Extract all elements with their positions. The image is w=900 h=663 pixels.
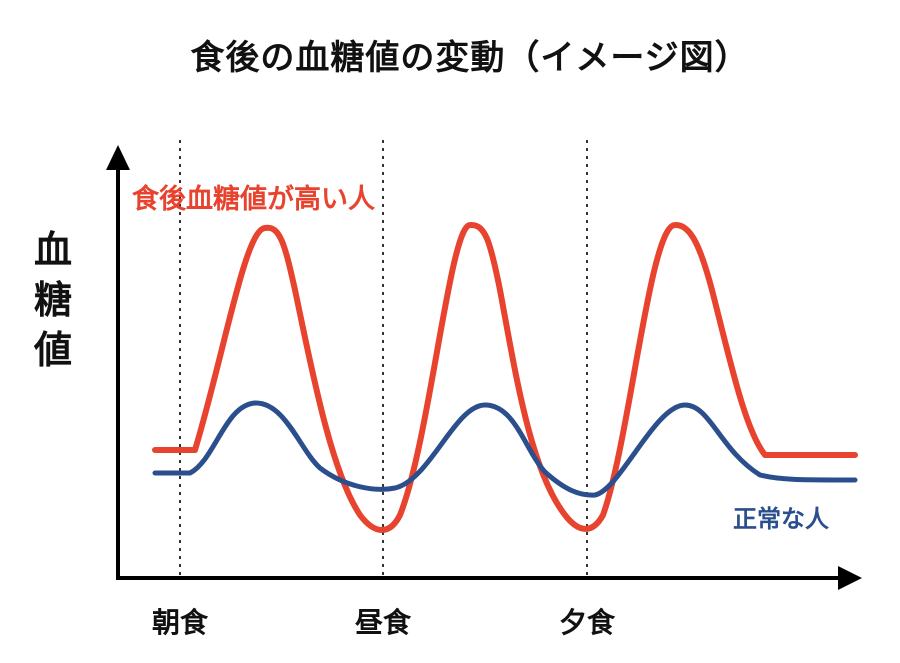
chart-title: 食後の血糖値の変動（イメージ図） (190, 38, 750, 78)
meal-label-lunch: 昼食 (355, 606, 412, 639)
series-line-normal (152, 400, 858, 498)
y-axis-label-char: 血 (33, 228, 72, 272)
series-line-high (152, 222, 858, 533)
series-label-high: 食後血糖値が高い人 (132, 183, 375, 215)
x-axis-arrow-icon (838, 566, 862, 590)
meal-label-dinner: 夕食 (559, 606, 616, 639)
y-axis-label-char: 値 (33, 328, 72, 372)
y-axis-label-char: 糖 (33, 278, 72, 322)
y-axis-label: 血 糖 値 (28, 225, 78, 375)
meal-label-breakfast: 朝食 (152, 606, 209, 639)
y-axis-arrow-icon (106, 145, 130, 170)
series-label-normal: 正常な人 (733, 505, 829, 533)
